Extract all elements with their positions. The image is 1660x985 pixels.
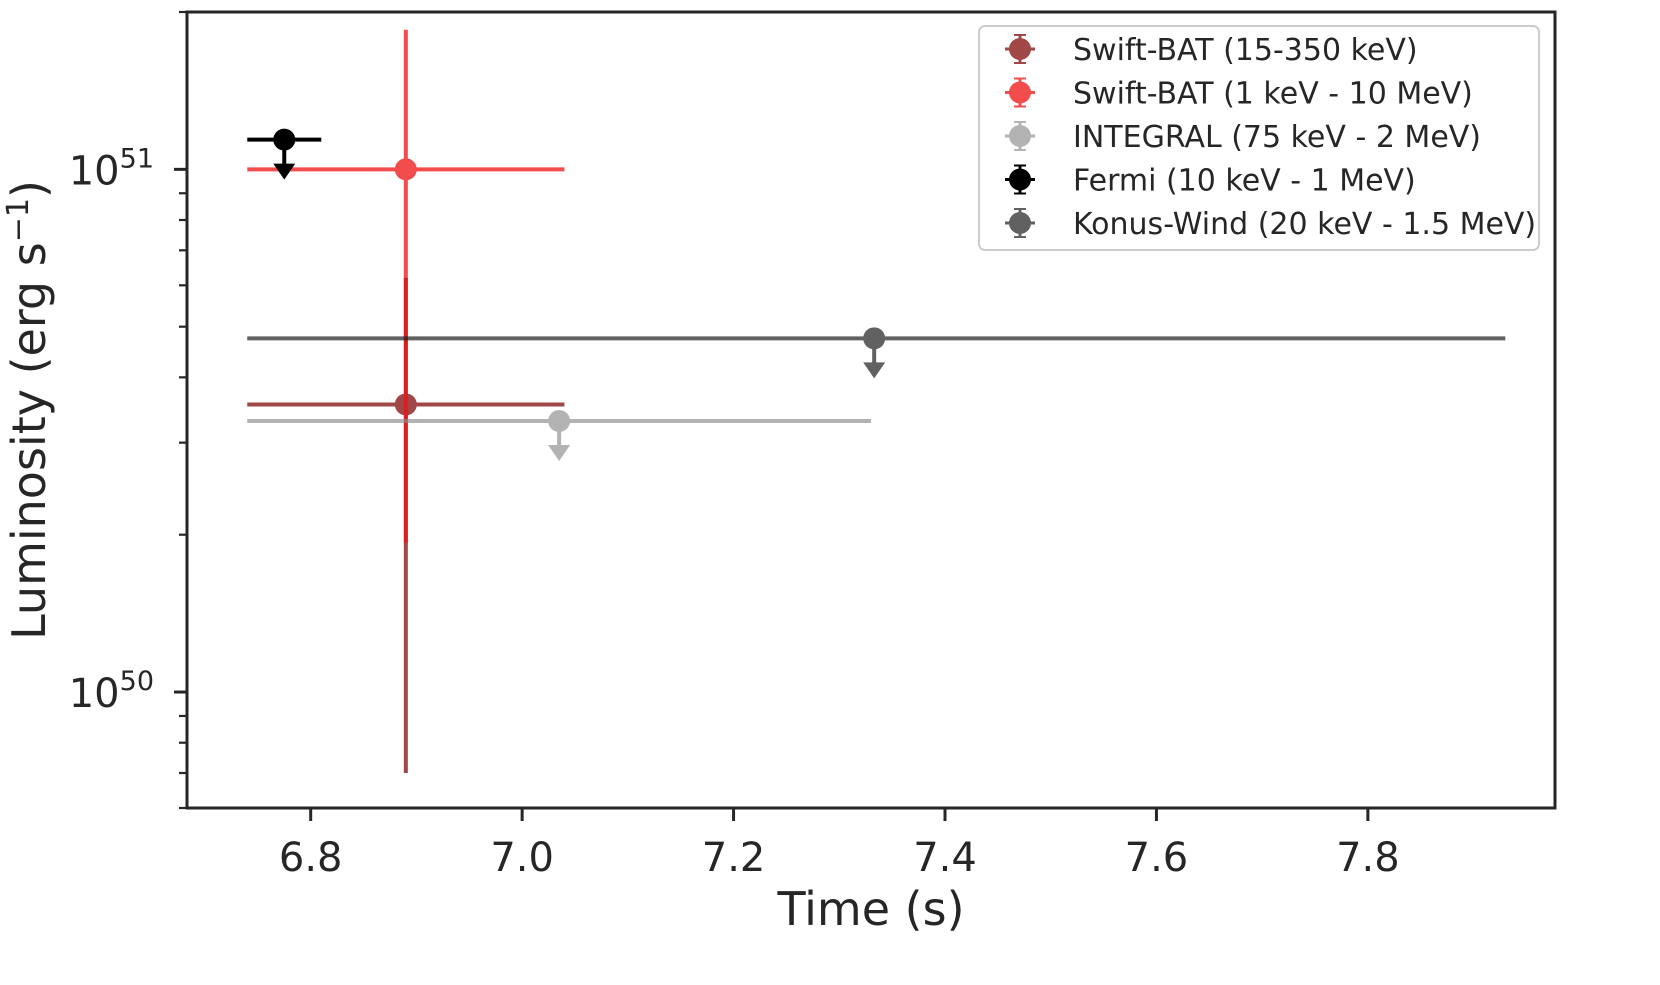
- y-tick-label: 1050: [69, 666, 154, 717]
- upper-limit-arrow: [273, 163, 296, 180]
- legend-marker: [1005, 77, 1035, 108]
- x-tick-label: 7.8: [1336, 835, 1400, 881]
- x-tick-label: 7.2: [702, 835, 766, 881]
- legend-marker-dot: [1009, 168, 1031, 191]
- legend: Swift-BAT (15-350 keV) Swift-BAT (1 keV -…: [978, 25, 1540, 251]
- data-point: [394, 158, 417, 181]
- data-point: [273, 128, 296, 151]
- plot-area-border: [185, 10, 1557, 810]
- legend-marker-dot: [1009, 38, 1031, 60]
- data-point: [863, 327, 886, 350]
- legend-item: Fermi (10 keV - 1 MeV): [1005, 164, 1416, 199]
- legend-label: Swift-BAT (15-350 keV): [1073, 33, 1418, 68]
- upper-limit-arrow: [863, 362, 886, 379]
- legend-item: Konus-Wind (20 keV - 1.5 MeV): [1005, 207, 1536, 242]
- legend-label: Fermi (10 keV - 1 MeV): [1073, 164, 1416, 199]
- legend-label: INTEGRAL (75 keV - 2 MeV): [1073, 120, 1481, 155]
- upper-limit-arrow: [548, 445, 571, 462]
- x-axis-label: Time (s): [776, 882, 964, 936]
- legend-item: Swift-BAT (15-350 keV): [1005, 33, 1418, 68]
- series-5: [247, 327, 1506, 379]
- legend-label: Swift-BAT (1 keV - 10 MeV): [1073, 77, 1473, 112]
- x-tick-label: 7.4: [913, 835, 977, 881]
- series-2: [247, 29, 565, 543]
- legend-marker-dot: [1009, 212, 1031, 234]
- x-tick-label: 6.8: [279, 835, 343, 881]
- legend-marker-dot: [1009, 81, 1031, 104]
- legend-item: INTEGRAL (75 keV - 2 MeV): [1005, 120, 1481, 155]
- x-tick-label: 7.0: [490, 835, 554, 881]
- data-point: [548, 410, 571, 433]
- data-marks: [247, 29, 1506, 774]
- legend-marker: [1005, 208, 1035, 238]
- series-4: [247, 128, 322, 180]
- legend-marker-dot: [1009, 125, 1031, 147]
- legend-box: [978, 25, 1540, 251]
- axis-ticks: 6.8 7.0 7.2 7.4 7.6 7.8 1050 1051: [69, 10, 1400, 881]
- legend-marker: [1005, 34, 1035, 64]
- legend-label: Konus-Wind (20 keV - 1.5 MeV): [1073, 207, 1536, 242]
- legend-marker: [1005, 121, 1035, 151]
- legend-item: Swift-BAT (1 keV - 10 MeV): [1005, 77, 1473, 112]
- x-tick-label: 7.6: [1125, 835, 1189, 881]
- y-tick-label: 1051: [69, 143, 154, 194]
- series-3: [247, 410, 871, 462]
- legend-marker: [1005, 164, 1035, 195]
- y-axis-label: Luminosity (erg s−1): [1, 180, 56, 640]
